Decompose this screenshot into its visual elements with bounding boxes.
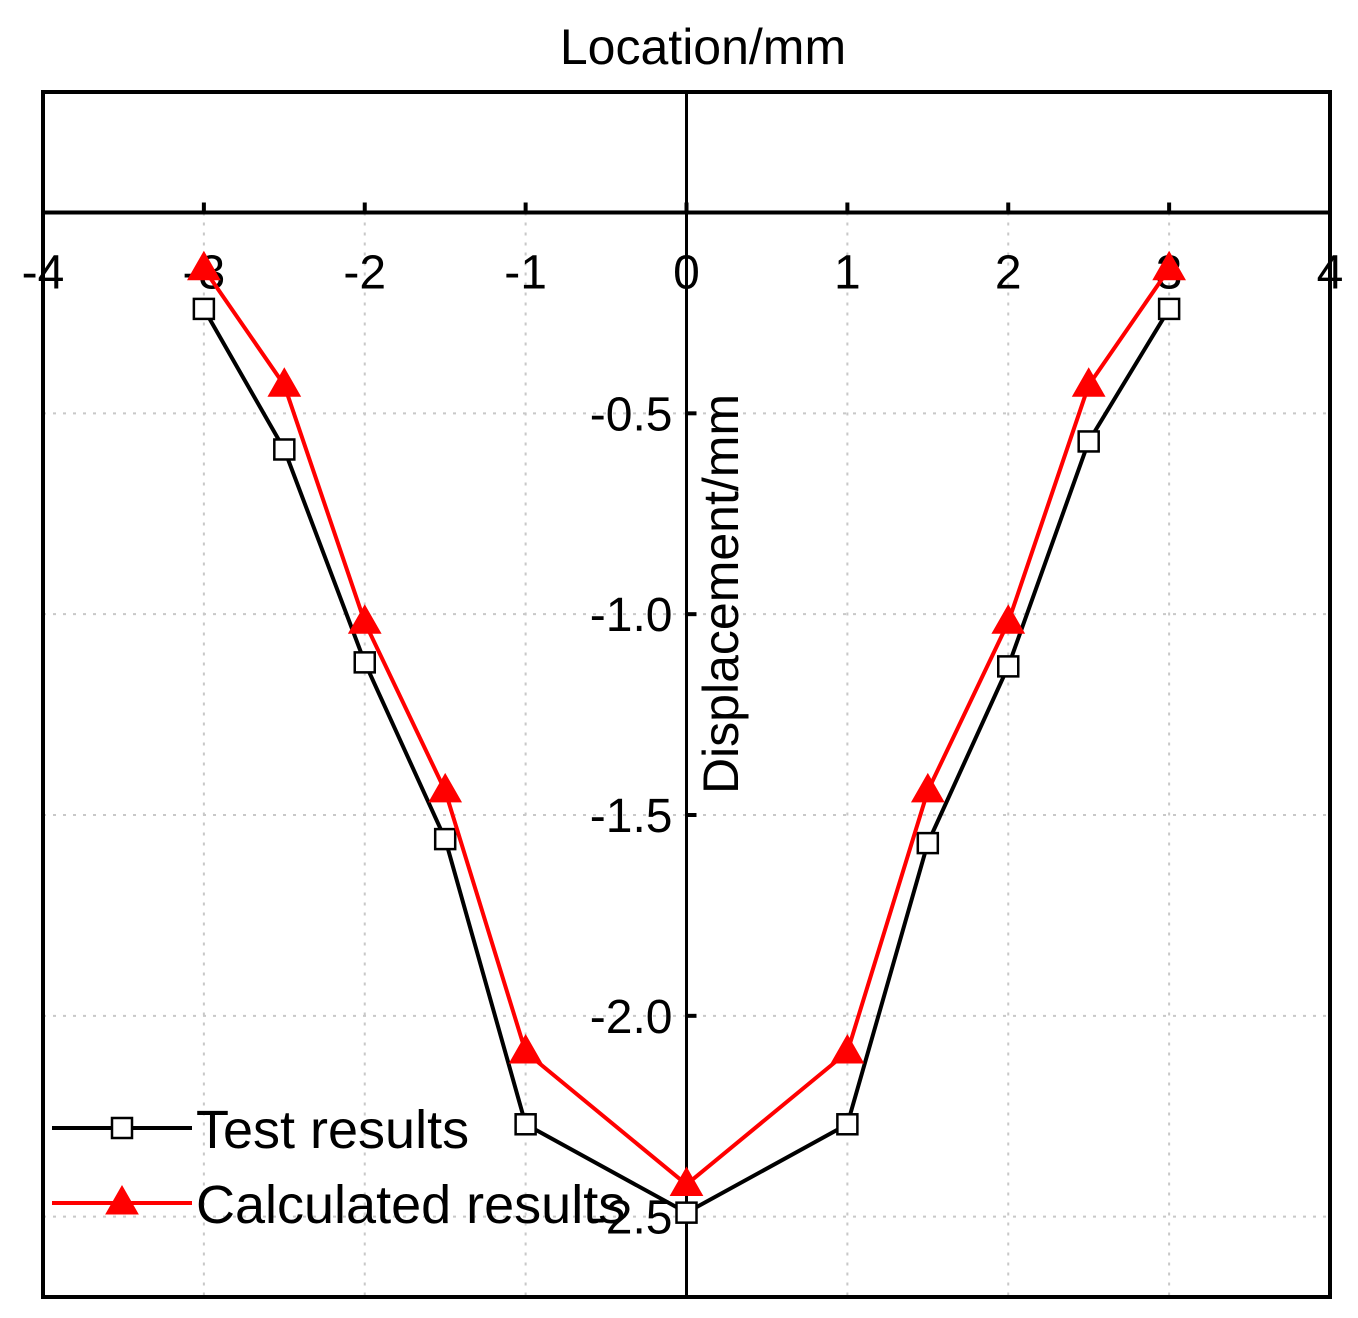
data-point-triangle [1152, 250, 1186, 281]
y-tick-label: -2.0 [590, 991, 673, 1044]
y-tick-label: -0.5 [590, 388, 673, 441]
x-axis-title: Location/mm [560, 19, 846, 75]
data-point-triangle [669, 1166, 704, 1197]
data-point-triangle [1071, 367, 1106, 397]
data-point-triangle [347, 604, 382, 634]
y-tick-label: -1.5 [590, 790, 673, 843]
legend-calculated-marker [105, 1184, 139, 1215]
y-tick-label: -1.0 [590, 589, 673, 642]
x-tick-label: 1 [834, 247, 861, 300]
legend: Test results Calculated results [52, 1100, 625, 1235]
axis-layer: -4-3-2-101234-2.5-2.0-1.5-1.0-0.5 [22, 92, 1344, 1297]
legend-test-marker [110, 1116, 134, 1140]
x-tick-label: -4 [22, 247, 65, 300]
data-point-triangle [991, 604, 1026, 634]
x-tick-label: 2 [995, 247, 1022, 300]
data-point-square [836, 1113, 859, 1136]
data-point-square [192, 297, 216, 321]
y-axis-title: Displacement/mm [693, 394, 749, 794]
legend-test-label: Test results [196, 1100, 469, 1160]
series-test [192, 297, 1181, 1224]
data-point-triangle [428, 772, 463, 803]
x-tick-label: 0 [673, 247, 700, 300]
y-tick-label: -2.5 [590, 1192, 673, 1245]
data-point-square [1077, 430, 1100, 453]
x-tick-label: -1 [504, 247, 547, 300]
data-point-square [433, 827, 457, 851]
legend-calculated-label: Calculated results [196, 1175, 625, 1235]
x-tick-label: -2 [343, 247, 386, 300]
data-point-square [997, 655, 1020, 678]
data-point-square [353, 651, 376, 674]
x-tick-label: 4 [1317, 247, 1344, 300]
data-point-square [916, 831, 940, 855]
grid-layer [43, 212, 1330, 1297]
data-point-square [514, 1113, 537, 1136]
series-calculated [187, 250, 1186, 1197]
data-point-square [1157, 297, 1181, 321]
data-point-square [675, 1201, 698, 1224]
data-point-triangle [267, 367, 302, 397]
data-point-square [273, 438, 296, 461]
data-point-triangle [508, 1033, 543, 1064]
data-point-triangle [187, 250, 221, 281]
data-point-triangle [910, 772, 945, 803]
series-layer [187, 250, 1186, 1224]
data-point-triangle [830, 1033, 865, 1064]
